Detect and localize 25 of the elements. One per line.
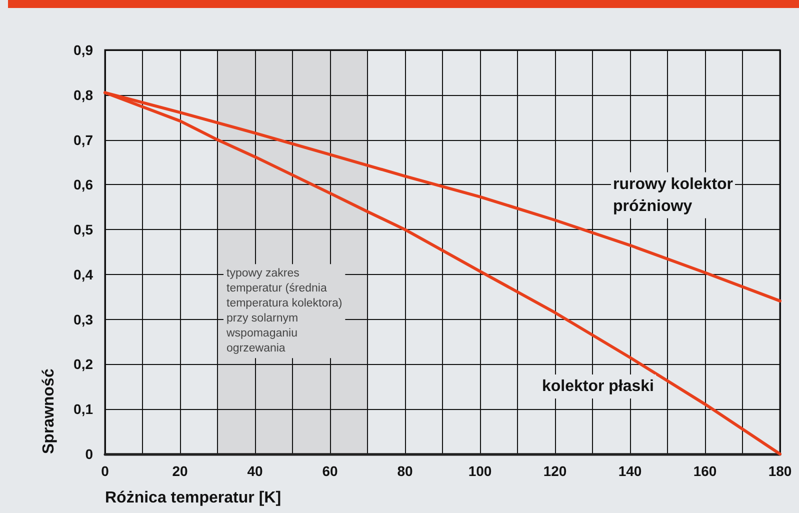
- x-tick-label: 20: [172, 463, 188, 479]
- series-label: kolektor płaski: [542, 378, 654, 395]
- y-tick-label: 0,7: [74, 132, 94, 148]
- y-tick-label: 0,1: [74, 401, 94, 418]
- x-tick-label: 160: [693, 463, 717, 479]
- x-tick-label: 120: [543, 463, 567, 479]
- band-label: typowy zakres temperatur (średnia temperatura kolektora) przy solarnym wspomaganiu ogrzewania: [226, 268, 342, 355]
- x-axis-title: Różnica temperatur [K]: [105, 490, 282, 506]
- y-tick-label: 0,9: [74, 42, 94, 58]
- series-label: rurowy kolektor próżniowy: [613, 176, 734, 215]
- x-tick-label: 140: [618, 463, 642, 479]
- y-tick-label: 0,3: [74, 311, 94, 328]
- y-axis-title: Sprawność: [40, 368, 58, 454]
- y-tick-label: 0,8: [74, 86, 94, 103]
- y-tick-label: 0,6: [74, 176, 94, 193]
- y-tick-label: 0: [85, 446, 94, 462]
- y-tick-label: 0,4: [74, 266, 94, 282]
- x-tick-label: 0: [101, 463, 110, 479]
- x-tick-label: 180: [768, 463, 792, 479]
- x-tick-label: 60: [322, 463, 338, 479]
- y-tick-label: 0,5: [74, 222, 94, 238]
- x-tick-label: 40: [247, 463, 263, 479]
- x-tick-label: 100: [468, 463, 492, 479]
- x-tick-label: 80: [397, 463, 413, 479]
- y-tick-label: 0,2: [74, 356, 94, 372]
